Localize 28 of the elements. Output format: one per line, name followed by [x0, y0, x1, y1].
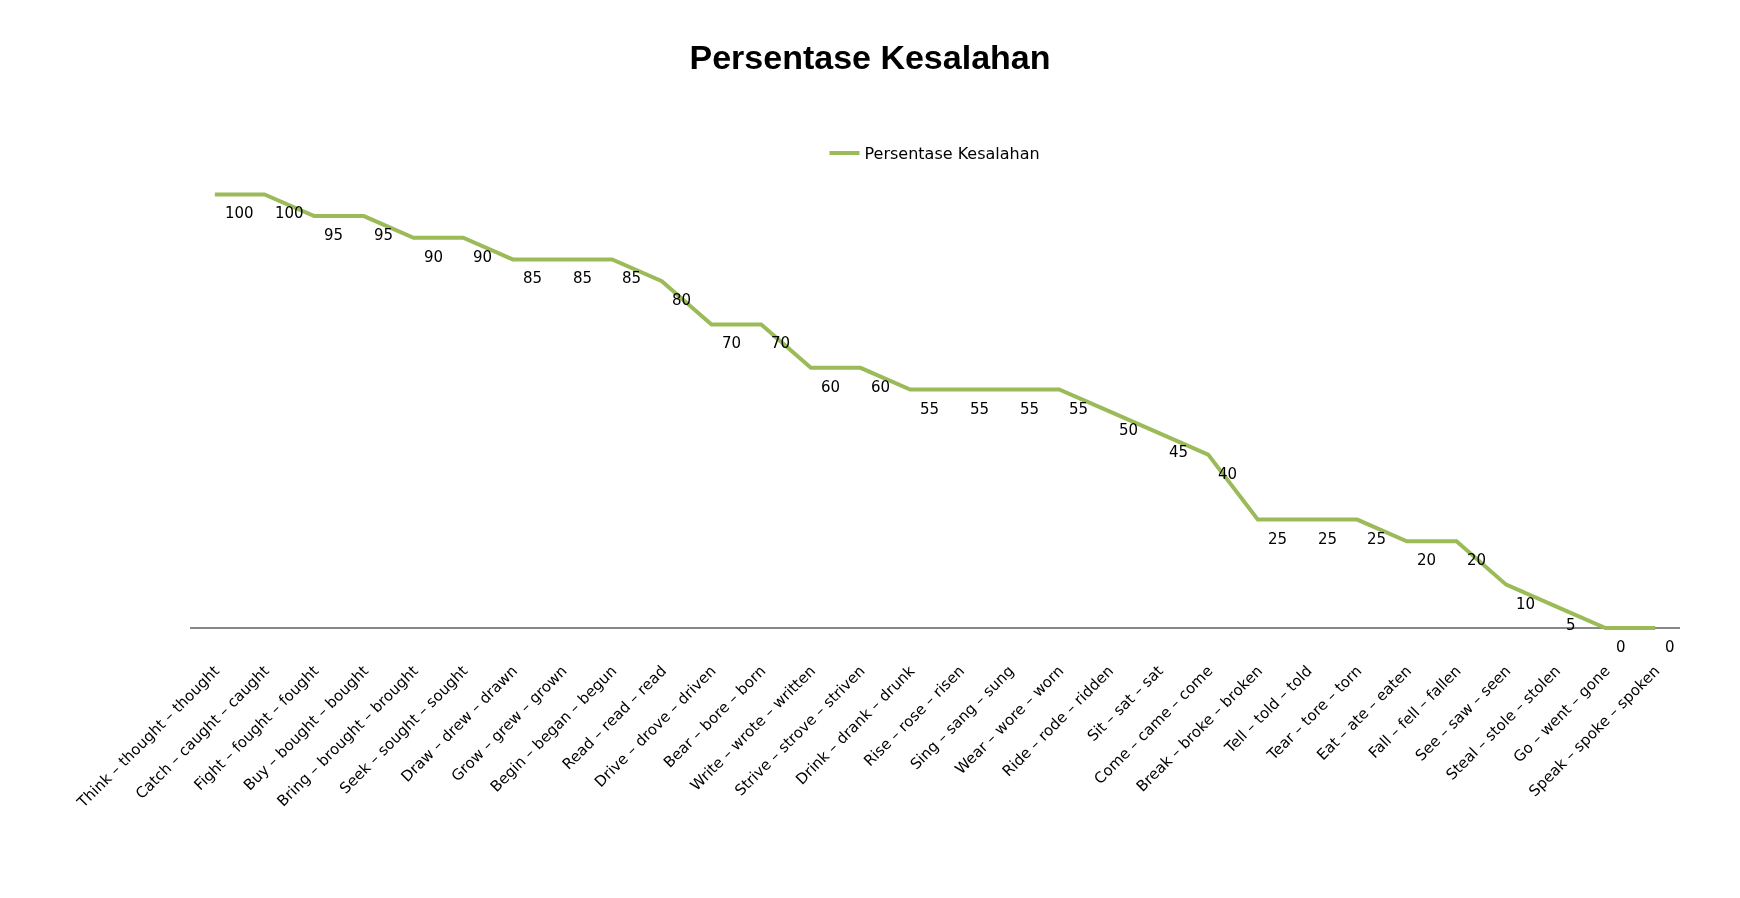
data-label: 95 — [324, 226, 344, 244]
data-label: 10 — [1516, 595, 1536, 613]
data-label: 100 — [225, 204, 254, 222]
data-label: 20 — [1417, 551, 1437, 569]
data-label: 55 — [920, 400, 940, 418]
data-label: 0 — [1665, 638, 1675, 656]
data-label: 95 — [374, 226, 394, 244]
data-label: 25 — [1268, 530, 1288, 548]
data-label: 85 — [523, 269, 543, 287]
data-label: 90 — [473, 248, 493, 266]
data-label: 25 — [1318, 530, 1338, 548]
data-label: 100 — [275, 204, 304, 222]
data-label: 85 — [622, 269, 642, 287]
data-label: 60 — [871, 378, 891, 396]
data-label: 55 — [1020, 400, 1040, 418]
data-label: 5 — [1566, 616, 1576, 634]
legend-label: Persentase Kesalahan — [864, 144, 1040, 164]
data-label: 0 — [1616, 638, 1626, 656]
data-label: 50 — [1119, 421, 1139, 439]
data-label: 60 — [821, 378, 841, 396]
data-label: 55 — [970, 400, 990, 418]
chart-title: Persentase Kesalahan — [689, 37, 1051, 76]
data-label: 90 — [424, 248, 444, 266]
data-label: 70 — [722, 334, 742, 352]
data-label: 55 — [1069, 400, 1089, 418]
data-label: 85 — [573, 269, 593, 287]
data-label: 45 — [1169, 443, 1189, 461]
data-label: 25 — [1367, 530, 1387, 548]
